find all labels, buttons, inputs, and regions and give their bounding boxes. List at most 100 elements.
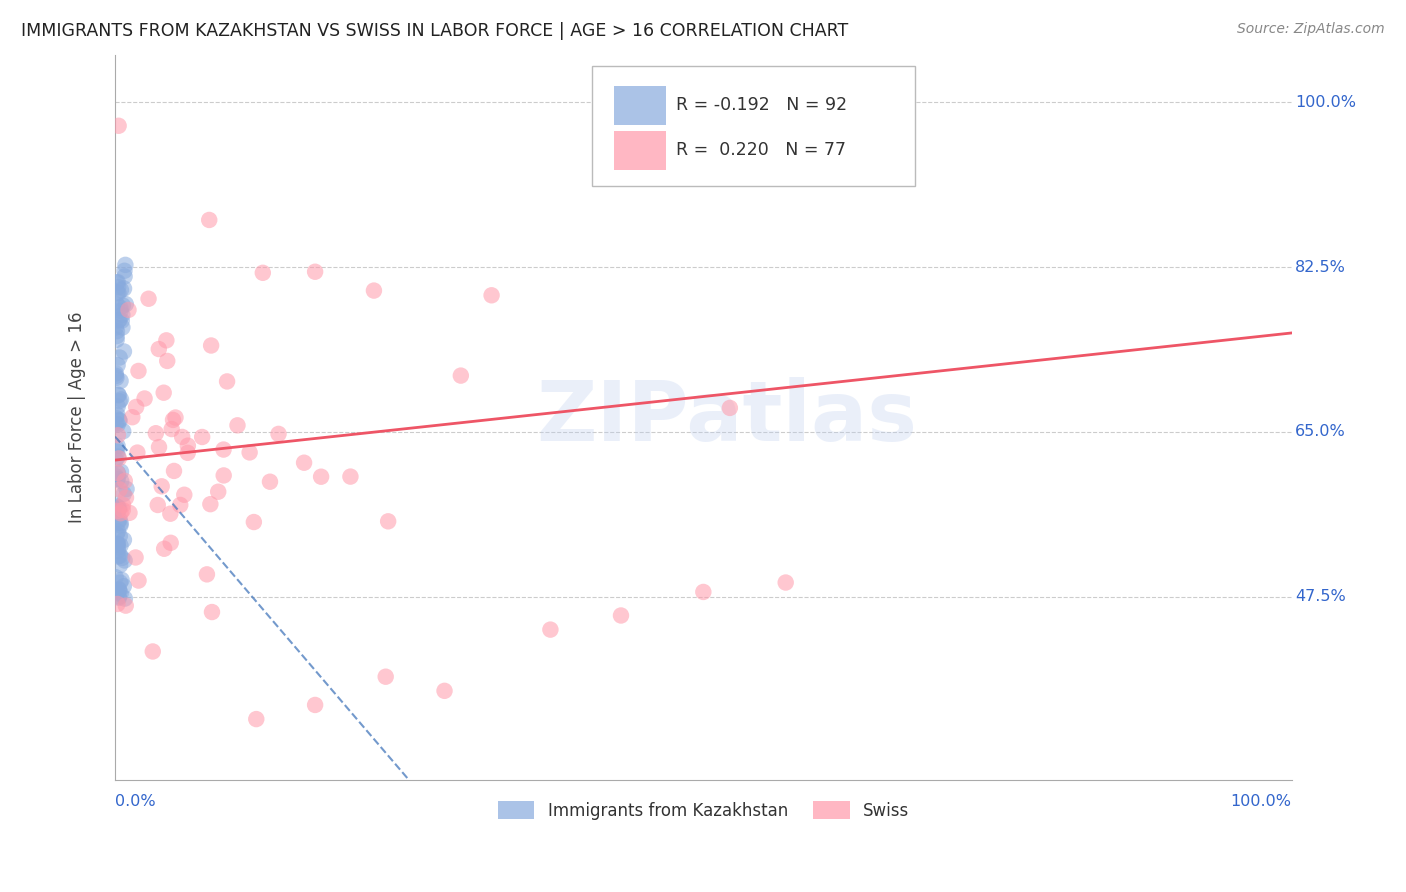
Point <box>110 303 132 318</box>
Point <box>105 333 128 347</box>
Point <box>107 500 129 515</box>
Point <box>110 539 132 553</box>
Point <box>105 444 128 458</box>
Point <box>110 586 132 600</box>
Point <box>114 269 136 284</box>
Point <box>105 499 128 513</box>
Point <box>104 584 127 599</box>
Point <box>107 358 129 372</box>
Point <box>267 426 290 441</box>
Text: ZIPatlas: ZIPatlas <box>536 377 917 458</box>
Point <box>107 313 129 327</box>
Point <box>107 472 129 486</box>
Point <box>107 275 129 289</box>
Point <box>239 445 262 459</box>
Point <box>118 506 141 520</box>
Point <box>112 344 135 359</box>
Point <box>104 570 127 584</box>
Point <box>107 439 129 453</box>
Point <box>159 507 181 521</box>
Point <box>107 502 129 516</box>
Point <box>104 320 127 334</box>
Point <box>108 312 131 326</box>
Point <box>107 119 129 133</box>
FancyBboxPatch shape <box>592 66 915 186</box>
Point <box>114 258 136 272</box>
Point <box>292 456 315 470</box>
Point <box>107 388 129 402</box>
Point <box>110 573 132 587</box>
Point <box>104 452 127 467</box>
Point <box>110 374 132 388</box>
Point <box>110 301 132 315</box>
Point <box>105 537 128 551</box>
Point <box>108 351 131 365</box>
Point <box>152 385 174 400</box>
Text: 82.5%: 82.5% <box>1295 260 1346 275</box>
Point <box>105 537 128 551</box>
Point <box>165 410 187 425</box>
Point <box>104 410 127 425</box>
Point <box>309 469 332 483</box>
Point <box>117 302 139 317</box>
Point <box>198 213 221 227</box>
Point <box>114 553 136 567</box>
Point <box>201 605 224 619</box>
Text: 100.0%: 100.0% <box>1230 795 1292 809</box>
Point <box>107 408 129 422</box>
Point <box>108 575 131 590</box>
Point <box>111 308 134 322</box>
Point <box>200 497 222 511</box>
Point <box>115 491 138 505</box>
Point <box>105 371 128 385</box>
Point <box>150 479 173 493</box>
Point <box>207 484 229 499</box>
Point <box>148 440 170 454</box>
Point <box>108 582 131 597</box>
Text: 47.5%: 47.5% <box>1295 589 1346 604</box>
FancyBboxPatch shape <box>614 130 665 169</box>
Point <box>108 529 131 543</box>
Point <box>115 482 138 496</box>
Text: 65.0%: 65.0% <box>1295 425 1346 440</box>
Text: IMMIGRANTS FROM KAZAKHSTAN VS SWISS IN LABOR FORCE | AGE > 16 CORRELATION CHART: IMMIGRANTS FROM KAZAKHSTAN VS SWISS IN L… <box>21 22 848 40</box>
Point <box>374 670 396 684</box>
Point <box>363 284 385 298</box>
Point <box>304 265 326 279</box>
Point <box>108 483 131 497</box>
Point <box>107 500 129 515</box>
Point <box>110 392 132 407</box>
Point <box>610 608 633 623</box>
Point <box>217 375 239 389</box>
Point <box>377 514 399 528</box>
Point <box>200 338 222 352</box>
Point <box>177 446 200 460</box>
Point <box>107 543 129 558</box>
Point <box>124 550 146 565</box>
Point <box>212 468 235 483</box>
Point <box>163 464 186 478</box>
Point <box>156 354 179 368</box>
Point <box>173 488 195 502</box>
Point <box>108 394 131 409</box>
Point <box>110 465 132 479</box>
Point <box>105 298 128 312</box>
Point <box>127 445 149 459</box>
Point <box>718 401 741 415</box>
Point <box>108 413 131 427</box>
Point <box>107 472 129 486</box>
Point <box>107 466 129 480</box>
Point <box>110 283 132 297</box>
Point <box>128 574 150 588</box>
Point <box>692 585 714 599</box>
Point <box>160 422 183 436</box>
Point <box>107 450 129 464</box>
Point <box>110 518 132 533</box>
Point <box>304 698 326 712</box>
Point <box>148 342 170 356</box>
Point <box>108 558 131 573</box>
Text: 100.0%: 100.0% <box>1295 95 1357 110</box>
Point <box>191 430 214 444</box>
Point <box>114 264 136 278</box>
Point <box>107 428 129 442</box>
